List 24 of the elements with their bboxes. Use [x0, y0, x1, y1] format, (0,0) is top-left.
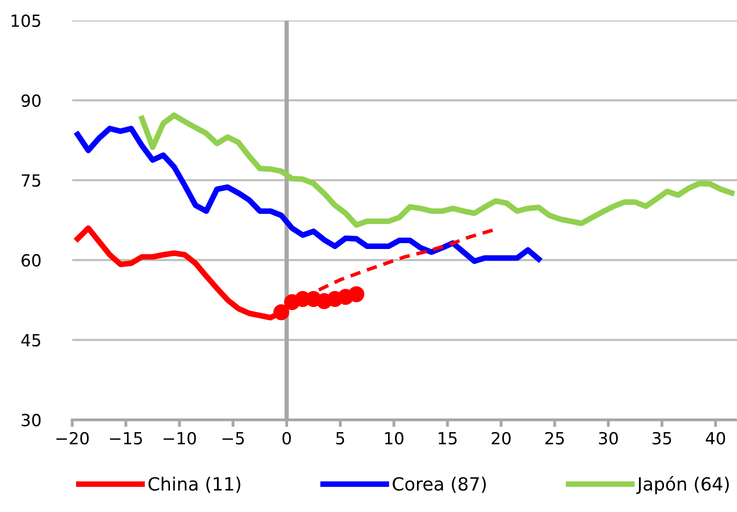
x-tick-label: −20: [56, 432, 89, 445]
x-tick-label: −15: [110, 432, 142, 445]
x-tick-label: 5: [336, 432, 344, 445]
y-tick-label: 75: [22, 174, 40, 187]
x-tick-label: 20: [492, 432, 511, 445]
x-tick-label: −5: [222, 432, 244, 445]
x-tick-label: 25: [545, 432, 564, 445]
point: [273, 304, 290, 320]
x-tick-label: 15: [438, 432, 457, 445]
point: [348, 286, 364, 302]
x-tick-label: 35: [652, 432, 672, 445]
legend-label: Corea (87): [392, 476, 486, 493]
y-tick-label: 30: [22, 414, 41, 426]
x-tick-label: 40: [706, 432, 726, 445]
y-tick-label: 45: [21, 334, 40, 347]
x-tick-label: 0: [282, 432, 291, 445]
x-tick-label: 10: [385, 432, 404, 445]
y-tick-label: 60: [22, 254, 41, 267]
legend-label: Japón (64): [636, 476, 729, 494]
x-tick-label: −10: [164, 432, 196, 445]
legend-label: China (11): [148, 476, 240, 493]
y-tick-label: 90: [22, 94, 41, 107]
y-tick-label: 105: [12, 14, 40, 28]
x-tick-label: 30: [599, 432, 618, 445]
